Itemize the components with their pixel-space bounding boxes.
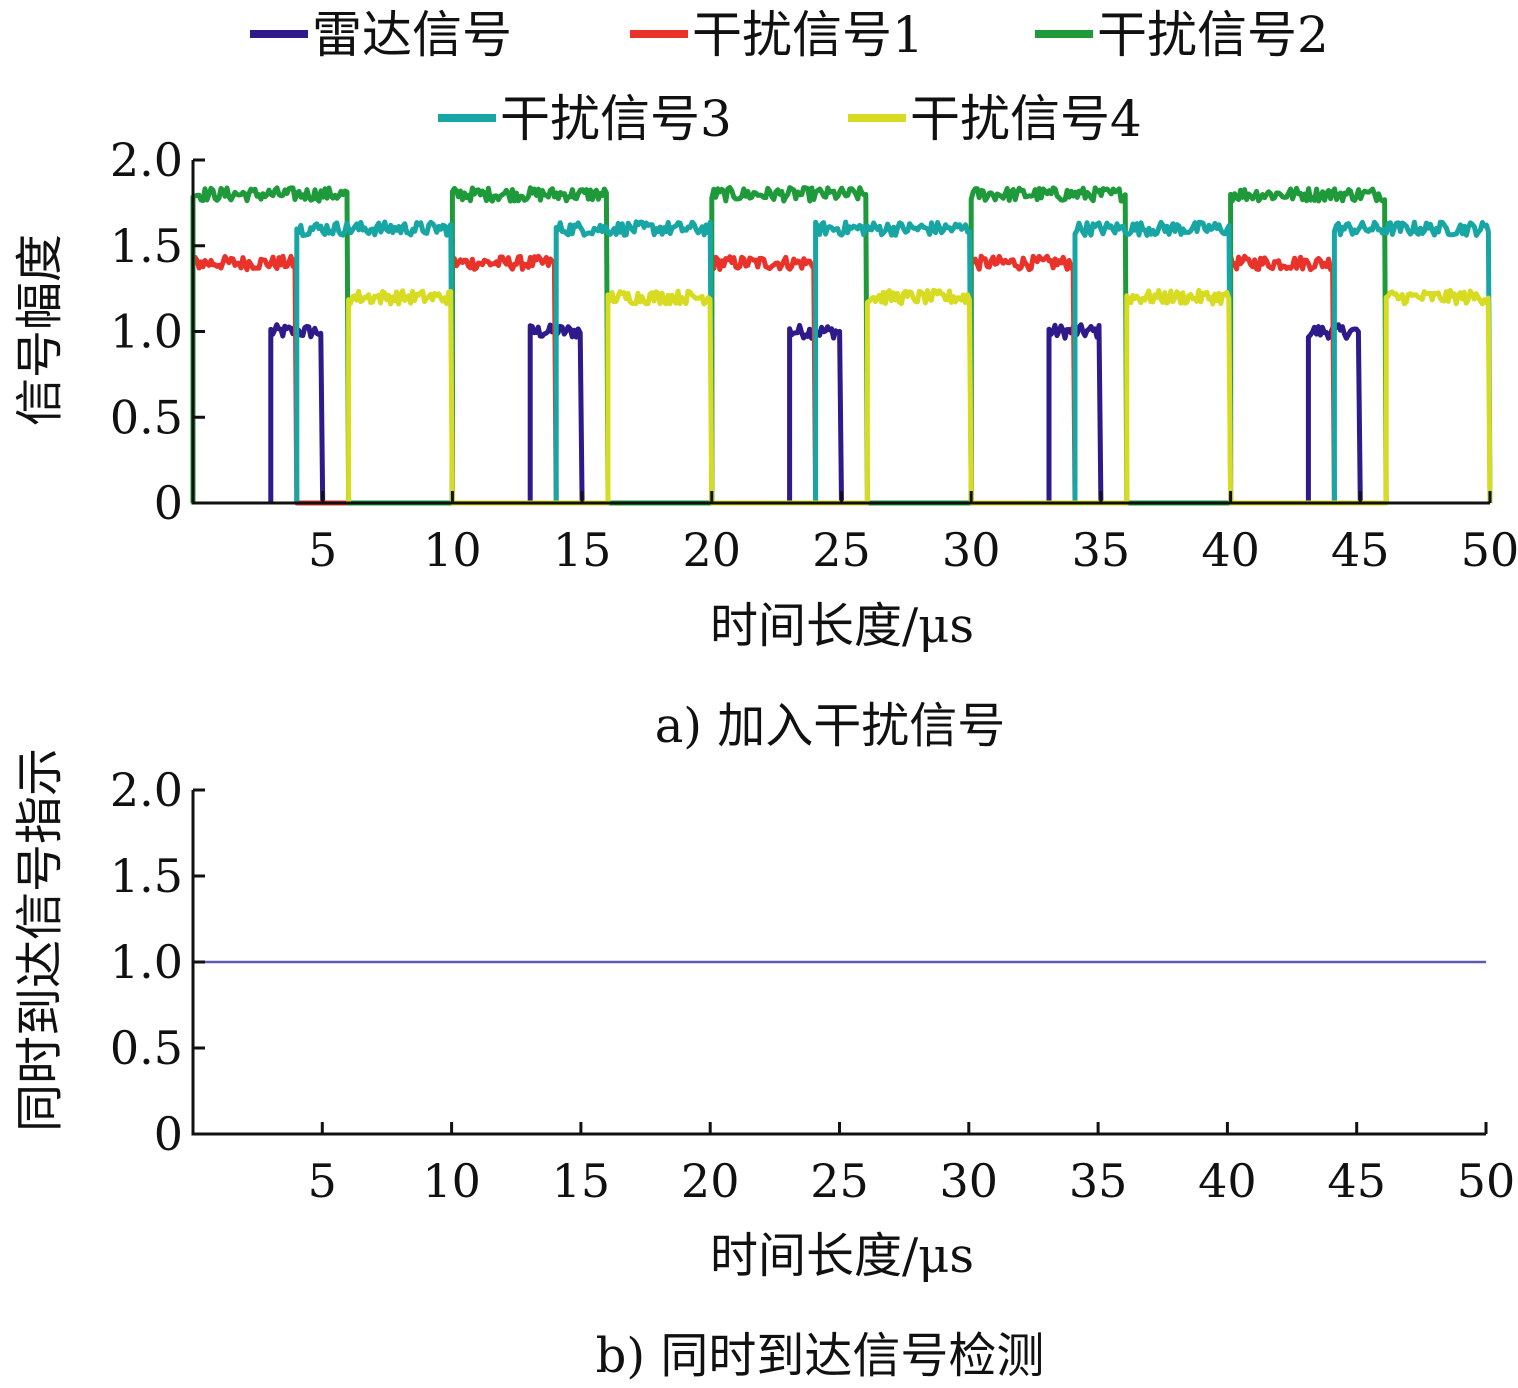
panel-a-xlabel: 时间长度/μs (710, 598, 974, 654)
x-tick-label: 50 (1457, 1154, 1516, 1208)
legend-item-5: 干扰信号4 (848, 90, 1142, 148)
x-tick-label: 30 (942, 523, 1001, 577)
legend-label: 干扰信号4 (910, 90, 1142, 148)
x-tick-label: 20 (683, 523, 742, 577)
panel-a-chart: 5 10 15 20 25 30 35 40 45 50 0 0.5 1.0 1.5 2.0 时间长度/μs… (12, 133, 1518, 754)
y-tick-label: 1.5 (110, 219, 183, 273)
x-tick-label: 5 (308, 1154, 337, 1208)
legend-label: 干扰信号3 (500, 90, 732, 148)
x-tick-label: 15 (552, 1154, 611, 1208)
legend-item-3: 干扰信号2 (1035, 6, 1329, 64)
series-line-3 (190, 185, 1389, 506)
x-tick-label: 45 (1327, 1154, 1386, 1208)
x-tick-label: 10 (423, 523, 482, 577)
series-line-4 (294, 219, 1493, 506)
x-tick-label: 25 (810, 1154, 869, 1208)
x-tick-label: 40 (1201, 523, 1260, 577)
legend-label: 雷达信号 (312, 6, 512, 64)
series-line-2 (190, 253, 1337, 506)
x-tick-label: 50 (1461, 523, 1518, 577)
legend-item-4: 干扰信号3 (438, 90, 732, 148)
y-tick-label: 0.5 (110, 390, 183, 444)
x-tick-label: 40 (1198, 1154, 1257, 1208)
x-tick-label: 35 (1069, 1154, 1128, 1208)
series-line-5 (346, 287, 1493, 506)
legend: 雷达信号 干扰信号1 干扰信号2 干扰信号3 干扰信号4 (250, 6, 1329, 148)
x-tick-label: 10 (422, 1154, 481, 1208)
y-tick-label: 2.0 (110, 133, 183, 187)
x-tick-label: 45 (1331, 523, 1390, 577)
y-tick-label: 0 (154, 476, 183, 530)
legend-label: 干扰信号2 (1097, 6, 1329, 64)
y-tick-label: 2.0 (110, 763, 183, 817)
y-tick-label: 0 (154, 1107, 183, 1161)
x-tick-label: 15 (553, 523, 612, 577)
legend-item-1: 雷达信号 (250, 6, 512, 64)
x-tick-label: 35 (1072, 523, 1131, 577)
panel-b-xlabel: 时间长度/μs (710, 1228, 974, 1284)
x-tick-label: 30 (940, 1154, 999, 1208)
x-tick-label: 20 (681, 1154, 740, 1208)
y-tick-label: 1.0 (110, 305, 183, 359)
y-tick-label: 0.5 (110, 1021, 183, 1075)
panel-a-caption: a) 加入干扰信号 (655, 698, 1006, 754)
y-tick-label: 1.0 (110, 935, 183, 989)
panel-a-series-lines (190, 185, 1493, 506)
panel-b-chart: 5 10 15 20 25 30 35 40 45 50 0 0.5 1.0 1.5 2.0 时间长度/μs… (12, 748, 1515, 1384)
x-tick-label: 5 (308, 523, 337, 577)
panel-a-ticks: 5 10 15 20 25 30 35 40 45 50 0 0.5 1.0 1.5 2.0 (110, 133, 1518, 577)
panel-a-ylabel: 信号幅度 (12, 234, 68, 426)
panel-b-ylabel: 同时到达信号指示 (12, 748, 68, 1132)
legend-item-2: 干扰信号1 (630, 6, 924, 64)
legend-label: 干扰信号1 (692, 6, 924, 64)
x-tick-label: 25 (812, 523, 871, 577)
y-tick-label: 1.5 (110, 849, 183, 903)
panel-b-ticks: 5 10 15 20 25 30 35 40 45 50 0 0.5 1.0 1.5 2.0 (110, 763, 1515, 1208)
panel-b-caption: b) 同时到达信号检测 (596, 1328, 1045, 1384)
